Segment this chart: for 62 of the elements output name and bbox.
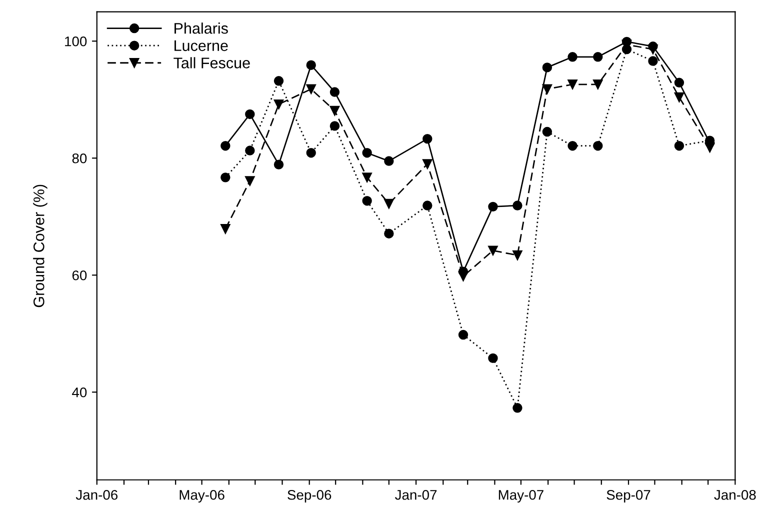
point [362,196,372,206]
point [568,80,578,90]
point [422,159,432,169]
point [362,172,372,182]
y-axis-title: Ground Cover (%) [33,184,48,308]
point [422,200,432,210]
point [568,140,578,151]
x-tick-label: Jan-08 [714,490,756,500]
point [512,403,522,413]
point [648,56,658,66]
point [306,84,316,94]
x-tick-label: Jan-06 [76,490,118,500]
y-tick-label: 80 [72,153,87,164]
point [245,146,255,156]
point [593,140,603,151]
legend-label: Phalaris [174,22,228,34]
point [274,160,284,170]
point [220,140,230,151]
point [622,36,632,47]
point [674,92,684,102]
point [362,148,372,158]
point [674,140,684,151]
point [542,84,552,94]
point [330,106,340,116]
x-tick-label: Sep-06 [288,490,332,503]
point [422,134,432,144]
x-tick-label: May-06 [180,490,224,503]
y-tick-label: 40 [72,387,87,398]
point [306,60,316,70]
point [568,52,578,62]
point [488,202,498,212]
legend-label: Tall Fescue [174,57,250,68]
x-tick-label: Jan-07 [395,490,437,500]
point [458,266,468,276]
point [458,330,468,340]
point [330,121,340,131]
point [245,109,255,120]
point [593,80,603,90]
y-tick-label: 100 [65,36,87,46]
point [542,62,552,72]
point [274,76,284,86]
point [330,87,340,97]
point [593,52,603,62]
point [488,246,498,256]
point [648,42,658,52]
point [220,224,230,234]
point [220,172,230,182]
x-tick-label: May-07 [498,490,544,503]
x-tick-label: Sep-07 [606,490,650,503]
point [542,126,552,137]
point [384,228,394,238]
point [245,176,255,186]
point [306,148,316,158]
point [512,250,522,260]
y-tick-label: 60 [72,270,87,280]
point [384,198,394,209]
point [274,99,284,110]
point [674,78,684,88]
point [384,156,394,166]
legend-label: Lucerne [174,40,228,52]
point [512,200,522,210]
point [488,353,498,364]
